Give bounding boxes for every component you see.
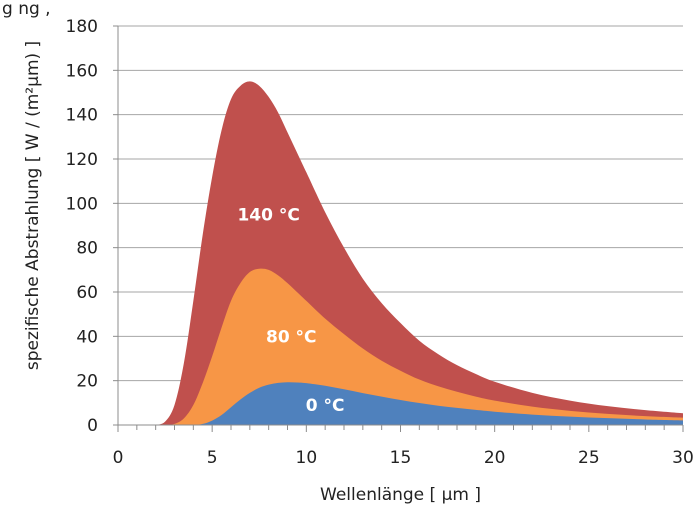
axes	[113, 25, 684, 432]
y-tick-labels: 0 20 40 60 80 100 120 140 160 180	[66, 17, 98, 436]
y-tick-label: 100	[66, 194, 98, 214]
x-tick-label: 30	[672, 448, 694, 468]
y-tick-label: 180	[66, 17, 98, 37]
y-tick-label: 40	[76, 327, 98, 347]
series-areas	[155, 81, 683, 426]
x-tick-label: 0	[113, 448, 124, 468]
area-label: 80 °C	[266, 327, 317, 347]
x-tick-label: 15	[390, 448, 412, 468]
area-series-2	[155, 382, 683, 426]
area-label: 0 °C	[306, 396, 345, 416]
y-tick-label: 120	[66, 150, 98, 170]
y-axis-title: spezifische Abstrahlung [ W / (m²µm) ]	[23, 41, 43, 370]
x-tick-label: 20	[484, 448, 506, 468]
y-tick-label: 60	[76, 283, 98, 303]
cropped-top-text: g ng ,	[2, 0, 51, 19]
x-axis-title: Wellenlänge [ µm ]	[320, 485, 481, 505]
area-labels: 140 °C 80 °C 0 °C	[237, 205, 344, 416]
y-tick-label: 20	[76, 372, 98, 392]
y-tick-label: 160	[66, 61, 98, 81]
y-tick-label: 140	[66, 106, 98, 126]
x-tick-label: 10	[296, 448, 318, 468]
x-tick-labels: 0 5 10 15 20 25 30	[113, 448, 694, 468]
x-tick-label: 25	[578, 448, 600, 468]
y-tick-label: 0	[87, 416, 98, 436]
y-tick-label: 80	[76, 239, 98, 259]
area-label: 140 °C	[237, 205, 299, 225]
x-tick-label: 5	[207, 448, 218, 468]
